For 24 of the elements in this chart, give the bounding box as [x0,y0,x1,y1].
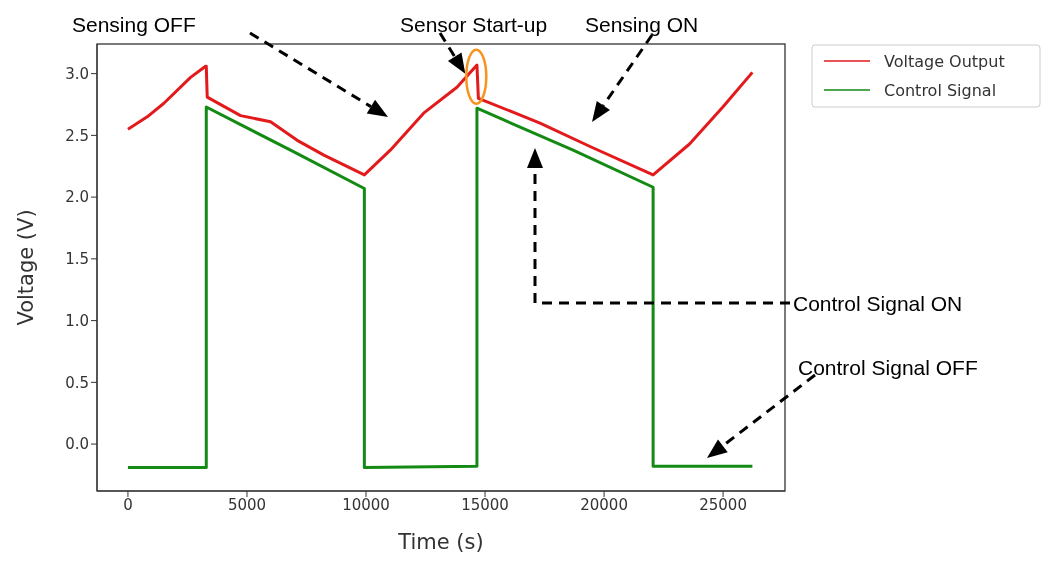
x-tick-label: 0 [123,495,133,514]
text: Sensing OFF [72,12,196,36]
line-series [126,105,754,470]
y-tick-label: 0.0 [65,435,89,454]
x-tick-label: 10000 [342,495,390,514]
y-tick-label: 2.0 [65,188,89,207]
y-tick-label: 3.0 [65,64,89,83]
text: Sensing ON [585,12,699,36]
line-series [126,63,754,177]
y-tick-label: 1.0 [65,311,89,330]
text: Control Signal ON [793,291,963,315]
y-axis-title: Voltage (V) [14,209,39,326]
legend-label: Control Signal [884,80,997,100]
y-tick-label: 2.5 [65,126,89,145]
x-tick-label: 25000 [699,495,747,514]
y-tick-label: 1.5 [65,250,89,269]
x-tick-label: 5000 [227,495,267,514]
y-tick-label: 0.5 [65,373,89,392]
legend-label: Voltage Output [884,51,1005,71]
x-tick-label: 20000 [580,495,628,514]
x-axis-title: Time (s) [397,530,484,554]
annotation: Sensor Start-up [400,12,548,36]
text: Control Signal OFF [798,355,978,379]
x-tick-label: 15000 [461,495,509,514]
